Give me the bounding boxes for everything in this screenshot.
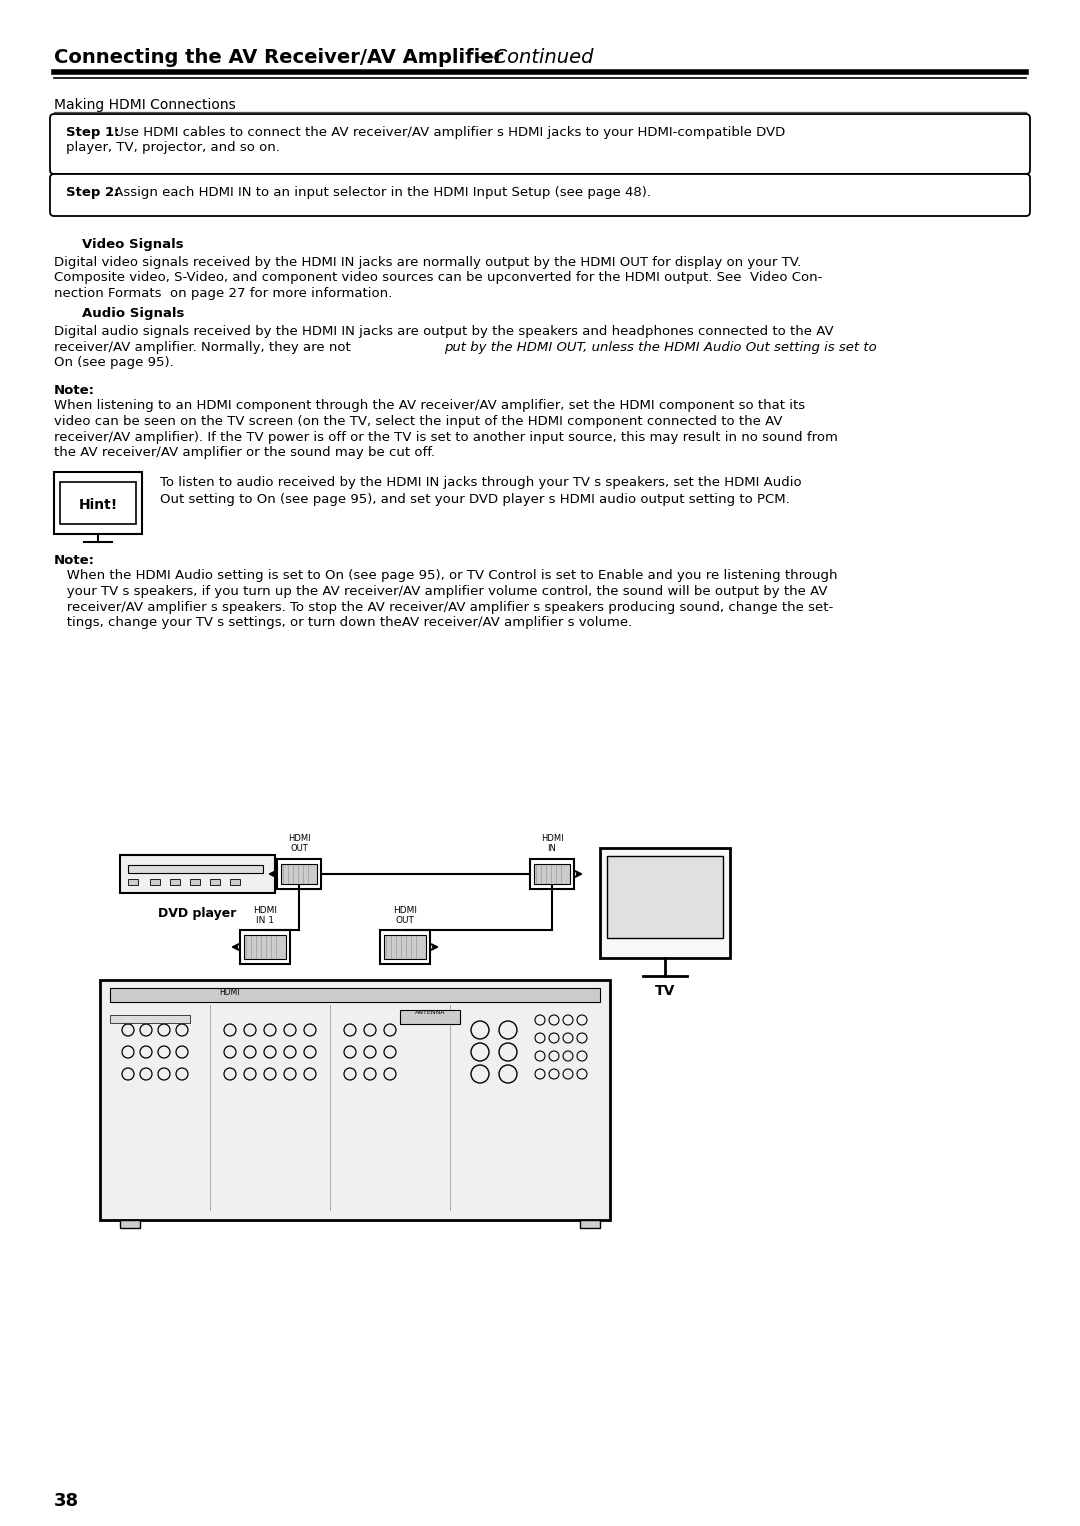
Bar [150, 879, 160, 885]
Bar [100, 980, 610, 1219]
FancyBboxPatch shape [50, 114, 1030, 174]
Text: Use HDMI cables to connect the AV receiver∕AV amplifier s HDMI jacks to your HDM: Use HDMI cables to connect the AV receiv… [110, 127, 785, 139]
Text: receiver∕AV amplifier s speakers. To stop the AV receiver∕AV amplifier s speaker: receiver∕AV amplifier s speakers. To sto… [54, 601, 834, 613]
Text: Hint!: Hint! [79, 497, 118, 513]
Text: —Continued: —Continued [474, 47, 594, 67]
Text: Composite video, S-Video, and component video sources can be upconverted for the: Composite video, S-Video, and component … [54, 272, 822, 284]
Bar [607, 856, 723, 938]
Bar [244, 935, 286, 958]
FancyBboxPatch shape [50, 174, 1030, 217]
Bar [54, 472, 141, 534]
Bar [530, 859, 573, 890]
Text: HDMI
IN: HDMI IN [541, 833, 564, 853]
Text: HDMI: HDMI [219, 987, 240, 996]
Text: put by the HDMI OUT, unless the HDMI Audio Out setting is set to: put by the HDMI OUT, unless the HDMI Aud… [444, 340, 877, 354]
Text: 38: 38 [54, 1492, 79, 1511]
Text: Making HDMI Connections: Making HDMI Connections [54, 98, 235, 111]
Text: nection Formats  on page 27 for more information.: nection Formats on page 27 for more info… [54, 287, 392, 301]
Text: Note:: Note: [54, 385, 95, 397]
Text: Audio Signals: Audio Signals [82, 307, 185, 320]
Text: DVD player: DVD player [159, 906, 237, 920]
Text: Out setting to On (see page 95), and set your DVD player s HDMI audio output set: Out setting to On (see page 95), and set… [160, 493, 789, 507]
Text: your TV s speakers, if you turn up the AV receiver∕AV amplifier volume control, : your TV s speakers, if you turn up the A… [54, 584, 827, 598]
Text: player, TV, projector, and so on.: player, TV, projector, and so on. [66, 142, 280, 154]
Text: When listening to an HDMI component through the AV receiver∕AV amplifier, set th: When listening to an HDMI component thro… [54, 400, 805, 412]
Text: receiver∕AV amplifier). If the TV power is off or the TV is set to another input: receiver∕AV amplifier). If the TV power … [54, 430, 838, 444]
Text: Step 2:: Step 2: [66, 186, 120, 198]
Text: TV: TV [654, 984, 675, 998]
Bar [384, 935, 426, 958]
Bar [230, 879, 240, 885]
Text: Video Signals: Video Signals [82, 238, 184, 250]
Text: HDMI
OUT: HDMI OUT [393, 905, 417, 925]
Bar [60, 482, 136, 523]
Bar [129, 865, 264, 873]
Bar [210, 879, 220, 885]
Text: Digital audio signals received by the HDMI IN jacks are output by the speakers a: Digital audio signals received by the HD… [54, 325, 834, 337]
Bar [240, 929, 291, 964]
Bar [120, 1219, 140, 1228]
Text: ANTENNA: ANTENNA [415, 1010, 445, 1015]
Text: Assign each HDMI IN to an input selector in the HDMI Input Setup (see page 48).: Assign each HDMI IN to an input selector… [110, 186, 651, 198]
Text: video can be seen on the TV screen (on the TV, select the input of the HDMI comp: video can be seen on the TV screen (on t… [54, 415, 783, 427]
Bar [110, 1015, 190, 1022]
Bar [129, 879, 138, 885]
Text: On (see page 95).: On (see page 95). [54, 356, 174, 369]
Bar [580, 1219, 600, 1228]
Text: tings, change your TV s settings, or turn down the​AV receiver∕AV amplifier s vo: tings, change your TV s settings, or tur… [54, 617, 632, 629]
Bar [534, 864, 570, 884]
Bar [276, 859, 321, 890]
Bar [120, 855, 275, 893]
Bar [110, 987, 600, 1003]
Bar [380, 929, 430, 964]
Bar [600, 848, 730, 958]
Text: Connecting the AV Receiver/AV Amplifier: Connecting the AV Receiver/AV Amplifier [54, 47, 503, 67]
Bar [281, 864, 318, 884]
Text: HDMI
OUT: HDMI OUT [287, 833, 310, 853]
Text: the AV receiver∕AV amplifier or the sound may be cut off.: the AV receiver∕AV amplifier or the soun… [54, 446, 435, 459]
Text: Note:: Note: [54, 554, 95, 568]
Text: receiver∕AV amplifier. Normally, they are not: receiver∕AV amplifier. Normally, they ar… [54, 340, 351, 354]
Text: To listen to audio received by the HDMI IN jacks through your TV s speakers, set: To listen to audio received by the HDMI … [160, 476, 801, 488]
Bar [170, 879, 180, 885]
Text: Digital video signals received by the HDMI IN jacks are normally output by the H: Digital video signals received by the HD… [54, 256, 801, 269]
Text: HDMI
IN 1: HDMI IN 1 [253, 905, 276, 925]
Text: When the HDMI Audio setting is set to On (see page 95), or TV Control is set to : When the HDMI Audio setting is set to On… [54, 569, 837, 583]
Bar [400, 1010, 460, 1024]
Bar [190, 879, 200, 885]
Text: Step 1:: Step 1: [66, 127, 120, 139]
